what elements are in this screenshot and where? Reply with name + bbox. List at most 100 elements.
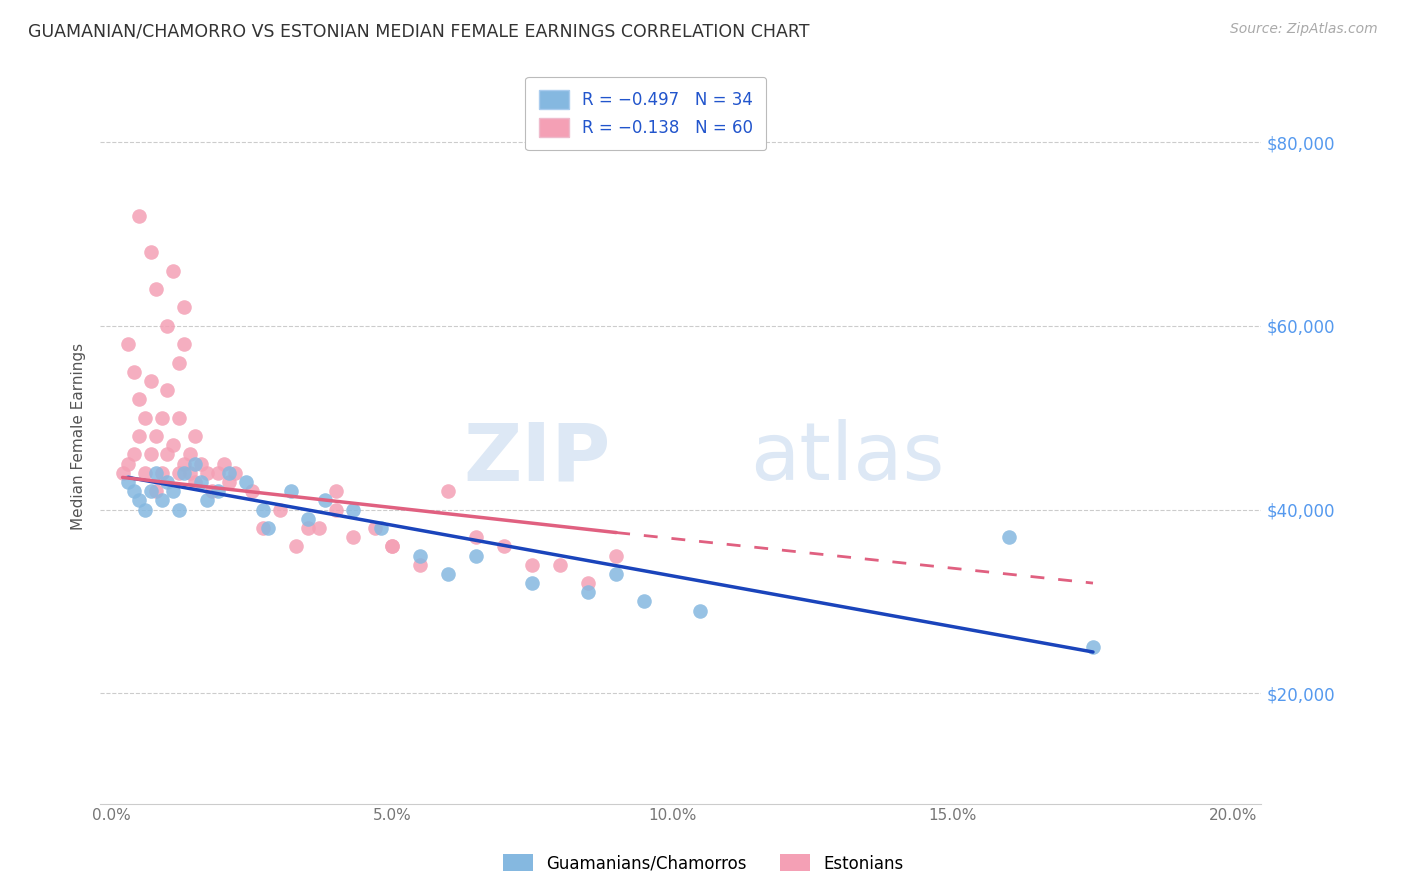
Point — [381, 539, 404, 553]
Point — [117, 457, 139, 471]
Point — [150, 466, 173, 480]
Point — [207, 484, 229, 499]
Legend: R = −0.497   N = 34, R = −0.138   N = 60: R = −0.497 N = 34, R = −0.138 N = 60 — [526, 77, 766, 151]
Point — [201, 484, 224, 499]
Point — [162, 263, 184, 277]
Point — [173, 466, 195, 480]
Point — [409, 549, 432, 563]
Point — [465, 549, 488, 563]
Point — [633, 594, 655, 608]
Point — [117, 337, 139, 351]
Point — [111, 466, 134, 480]
Point — [122, 365, 145, 379]
Point — [520, 576, 543, 591]
Point — [370, 521, 392, 535]
Point — [381, 539, 404, 553]
Point — [190, 475, 212, 489]
Point — [173, 457, 195, 471]
Point — [195, 466, 218, 480]
Point — [269, 502, 291, 516]
Y-axis label: Median Female Earnings: Median Female Earnings — [72, 343, 86, 530]
Point — [280, 484, 302, 499]
Point — [308, 521, 330, 535]
Point — [605, 566, 627, 581]
Point — [156, 447, 179, 461]
Point — [576, 576, 599, 591]
Point — [122, 447, 145, 461]
Point — [437, 484, 460, 499]
Point — [167, 410, 190, 425]
Point — [218, 466, 240, 480]
Point — [139, 484, 162, 499]
Point — [167, 466, 190, 480]
Point — [325, 502, 347, 516]
Point — [297, 512, 319, 526]
Text: ZIP: ZIP — [464, 419, 612, 497]
Point — [576, 585, 599, 599]
Point — [128, 493, 150, 508]
Point — [173, 301, 195, 315]
Point — [184, 475, 207, 489]
Point — [139, 245, 162, 260]
Point — [184, 457, 207, 471]
Point — [162, 438, 184, 452]
Point — [1081, 640, 1104, 655]
Point — [156, 475, 179, 489]
Point — [325, 484, 347, 499]
Point — [128, 392, 150, 407]
Point — [145, 429, 167, 443]
Point — [364, 521, 387, 535]
Point — [190, 457, 212, 471]
Point — [184, 429, 207, 443]
Point — [297, 521, 319, 535]
Point — [134, 502, 156, 516]
Point — [465, 530, 488, 544]
Point — [492, 539, 515, 553]
Point — [224, 466, 246, 480]
Point — [252, 502, 274, 516]
Point — [156, 383, 179, 397]
Point — [314, 493, 336, 508]
Point — [179, 447, 201, 461]
Text: Source: ZipAtlas.com: Source: ZipAtlas.com — [1230, 22, 1378, 37]
Legend: Guamanians/Chamorros, Estonians: Guamanians/Chamorros, Estonians — [496, 847, 910, 880]
Point — [409, 558, 432, 572]
Point — [145, 282, 167, 296]
Point — [173, 337, 195, 351]
Point — [257, 521, 280, 535]
Point — [150, 410, 173, 425]
Point — [998, 530, 1021, 544]
Point — [145, 484, 167, 499]
Point — [285, 539, 308, 553]
Point — [252, 521, 274, 535]
Point — [240, 484, 263, 499]
Point — [520, 558, 543, 572]
Point — [117, 475, 139, 489]
Point — [342, 530, 364, 544]
Point — [212, 457, 235, 471]
Point — [548, 558, 571, 572]
Text: atlas: atlas — [751, 419, 945, 497]
Point — [167, 355, 190, 369]
Point — [150, 493, 173, 508]
Point — [139, 447, 162, 461]
Point — [437, 566, 460, 581]
Point — [235, 475, 257, 489]
Point — [134, 466, 156, 480]
Point — [207, 466, 229, 480]
Point — [342, 502, 364, 516]
Point — [195, 493, 218, 508]
Point — [122, 484, 145, 499]
Point — [134, 410, 156, 425]
Point — [162, 484, 184, 499]
Point — [167, 502, 190, 516]
Point — [218, 475, 240, 489]
Point — [605, 549, 627, 563]
Point — [128, 209, 150, 223]
Point — [179, 466, 201, 480]
Text: GUAMANIAN/CHAMORRO VS ESTONIAN MEDIAN FEMALE EARNINGS CORRELATION CHART: GUAMANIAN/CHAMORRO VS ESTONIAN MEDIAN FE… — [28, 22, 810, 40]
Point — [139, 374, 162, 388]
Point — [145, 466, 167, 480]
Point — [156, 318, 179, 333]
Point — [128, 429, 150, 443]
